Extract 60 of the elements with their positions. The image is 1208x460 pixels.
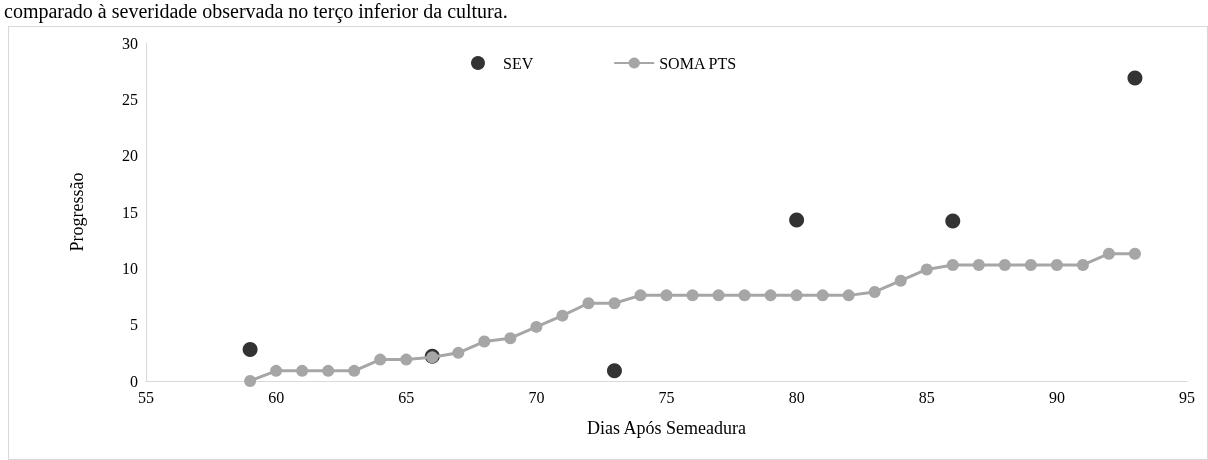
point — [789, 212, 805, 228]
point — [738, 289, 751, 302]
y-tick-label: 25 — [122, 90, 138, 108]
x-tick-label: 75 — [658, 388, 675, 406]
x-tick-label: 60 — [268, 388, 285, 406]
point — [1102, 247, 1115, 260]
point — [764, 289, 777, 302]
point — [504, 332, 517, 345]
point — [322, 364, 335, 377]
y-tick-label: 15 — [122, 203, 138, 221]
x-tick-label: 80 — [788, 388, 805, 406]
point — [1076, 258, 1089, 271]
point — [816, 289, 829, 302]
x-tick-label: 90 — [1048, 388, 1065, 406]
text: comparado à severidade observada no terço inferior da cultura. — [4, 0, 508, 23]
point — [606, 363, 622, 379]
y-axis-title: Progressão — [67, 172, 87, 252]
point — [686, 289, 699, 302]
point — [634, 289, 647, 302]
point — [556, 309, 569, 322]
point — [348, 364, 361, 377]
y-tick-label: 10 — [122, 259, 138, 277]
x-axis-title: Dias Após Semeadura — [587, 418, 746, 438]
x-tick-label: 55 — [138, 388, 154, 406]
point — [946, 258, 959, 271]
point — [452, 346, 465, 359]
point — [1127, 70, 1143, 86]
point — [400, 353, 413, 366]
point — [842, 289, 855, 302]
y-tick-label: 30 — [122, 34, 138, 52]
point — [608, 297, 621, 310]
x-tick-label: 95 — [1179, 388, 1195, 406]
point — [1050, 258, 1063, 271]
point — [270, 364, 283, 377]
point — [868, 286, 881, 298]
point — [1024, 258, 1037, 271]
point — [945, 213, 961, 229]
legend-label: SOMA PTS — [659, 54, 737, 72]
point — [1128, 247, 1141, 260]
point — [582, 297, 595, 310]
point — [478, 335, 491, 348]
point — [660, 289, 673, 302]
x-tick-label: 70 — [528, 388, 545, 406]
point — [296, 364, 309, 377]
point — [972, 258, 985, 271]
point — [920, 263, 933, 276]
x-tick-label: 65 — [398, 388, 415, 406]
point — [242, 341, 258, 357]
y-tick-label: 20 — [122, 147, 138, 165]
point — [894, 274, 907, 287]
point — [374, 353, 387, 366]
legend-label: SEV — [502, 54, 534, 72]
y-tick-label: 5 — [130, 316, 138, 334]
x-tick-label: 85 — [918, 388, 935, 406]
point — [712, 289, 725, 302]
point — [530, 320, 543, 333]
y-tick-label: 0 — [130, 372, 138, 390]
point — [244, 375, 257, 387]
point — [790, 289, 803, 302]
point — [998, 258, 1011, 271]
